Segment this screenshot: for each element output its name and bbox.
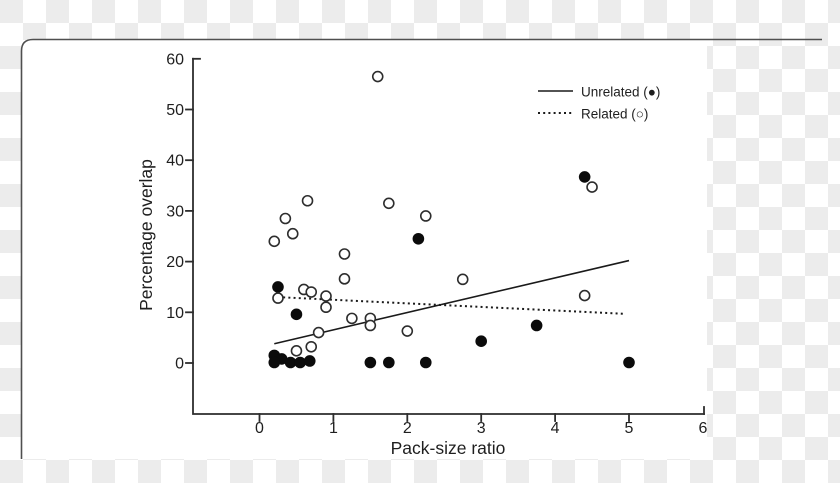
data-point-related (419, 210, 432, 222)
data-point-related (346, 312, 358, 325)
data-point-unrelated (530, 319, 543, 332)
y-tick-label: 50 (166, 102, 184, 119)
data-point-unrelated (475, 335, 488, 347)
data-point-unrelated (623, 356, 635, 369)
legend-label-unrelated: Unrelated (●) (581, 85, 660, 100)
data-point-unrelated (294, 356, 306, 369)
data-point-unrelated (303, 355, 316, 367)
data-point-related (320, 301, 332, 314)
y-axis-title: Percentage overlap (136, 159, 156, 311)
trend-lines (274, 259, 630, 345)
data-point-related (383, 197, 395, 210)
data-point-related (290, 345, 303, 357)
y-tick-label: 40 (166, 153, 184, 170)
data-point-related (268, 235, 281, 248)
trend-line-unrelated (274, 259, 630, 345)
data-point-unrelated (383, 356, 395, 369)
data-point-related (364, 319, 377, 332)
data-point-related (371, 70, 384, 83)
figure-background (21, 40, 707, 459)
x-tick-label: 5 (625, 420, 634, 437)
x-tick-label: 3 (477, 420, 486, 437)
data-point-unrelated (290, 308, 303, 321)
x-tick-label: 0 (255, 420, 264, 437)
data-point-unrelated (284, 356, 297, 369)
y-tick-label: 30 (166, 203, 184, 220)
data-point-related (279, 212, 292, 225)
data-point-unrelated (272, 281, 284, 293)
legend-label-related: Related (○) (581, 107, 648, 122)
data-point-related (305, 340, 318, 353)
data-point-related (338, 248, 351, 260)
data-point-related (338, 273, 351, 285)
trend-line-related (277, 296, 626, 315)
data-point-related (301, 194, 314, 207)
y-tick-label: 10 (166, 305, 184, 322)
data-point-unrelated (268, 356, 281, 369)
x-tick-label: 4 (551, 420, 560, 437)
y-tick-label: 20 (166, 254, 184, 271)
data-point-related (286, 227, 299, 240)
data-point-related (320, 290, 332, 302)
axes: 0 10 20 30 40 50 60 0 1 2 3 4 5 6 (166, 51, 707, 437)
data-point-related (401, 325, 414, 337)
data-point-related (586, 181, 598, 193)
y-tick-label: 60 (166, 51, 184, 68)
data-point-related (312, 326, 325, 339)
x-tick-label: 2 (403, 420, 412, 437)
data-point-related (272, 292, 284, 304)
data-point-unrelated (412, 232, 425, 245)
data-point-related (578, 289, 591, 302)
data-point-related (305, 286, 318, 298)
x-tick-label: 1 (329, 420, 338, 437)
legend: Unrelated (●) Related (○) (538, 85, 660, 122)
data-point-related (456, 273, 469, 286)
data-points (268, 70, 635, 369)
data-point-unrelated (364, 356, 377, 369)
x-axis-title: Pack-size ratio (391, 438, 506, 458)
y-tick-label: 0 (175, 356, 184, 373)
x-tick-label: 6 (698, 420, 707, 437)
card-border (20, 38, 822, 459)
data-point-unrelated (578, 171, 591, 183)
data-point-unrelated (419, 356, 432, 369)
